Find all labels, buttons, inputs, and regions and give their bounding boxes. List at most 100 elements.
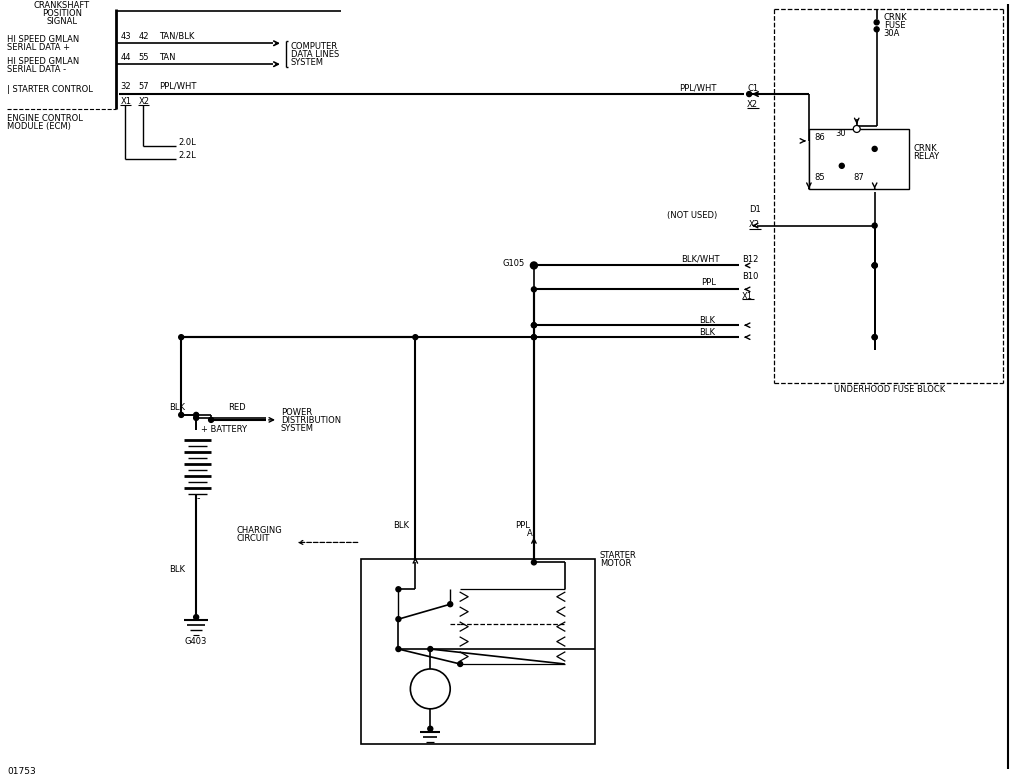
Text: PPL: PPL	[701, 278, 716, 287]
Text: MODULE (ECM): MODULE (ECM)	[7, 123, 70, 131]
Text: ENGINE CONTROL: ENGINE CONTROL	[7, 114, 83, 124]
Text: X1: X1	[120, 96, 131, 106]
Circle shape	[532, 322, 536, 328]
Text: M: M	[424, 682, 435, 695]
Text: BLK: BLK	[699, 315, 715, 325]
Text: 57: 57	[139, 82, 149, 91]
Text: 42: 42	[139, 32, 149, 40]
Circle shape	[872, 263, 877, 268]
Circle shape	[209, 417, 214, 423]
Text: RED: RED	[228, 403, 246, 413]
Text: C1: C1	[747, 84, 758, 92]
Circle shape	[532, 335, 536, 340]
Text: 30A: 30A	[883, 29, 900, 38]
Text: BLK: BLK	[169, 403, 185, 413]
Circle shape	[532, 322, 536, 328]
Text: 44: 44	[120, 53, 130, 61]
Text: STARTER: STARTER	[599, 551, 637, 560]
Text: 2.2L: 2.2L	[178, 152, 196, 160]
Text: PPL: PPL	[515, 521, 530, 530]
Circle shape	[532, 560, 536, 565]
Text: MOTOR: MOTOR	[599, 559, 631, 568]
Text: HI SPEED GMLAN: HI SPEED GMLAN	[7, 35, 79, 44]
Text: BLK: BLK	[699, 328, 715, 336]
Circle shape	[396, 587, 400, 592]
Bar	[361, 559, 595, 744]
Text: CIRCUIT: CIRCUIT	[237, 534, 270, 543]
Text: 30: 30	[835, 130, 846, 138]
Text: 2.0L: 2.0L	[178, 138, 196, 148]
Text: 55: 55	[139, 53, 149, 61]
Text: RELAY: RELAY	[913, 152, 940, 162]
Circle shape	[874, 20, 879, 25]
Text: BLK: BLK	[393, 521, 410, 530]
Text: CRNK: CRNK	[883, 13, 907, 22]
Text: G403: G403	[184, 636, 207, 646]
Circle shape	[194, 416, 199, 420]
Text: SYSTEM: SYSTEM	[281, 424, 314, 434]
Circle shape	[747, 92, 752, 96]
Text: G105: G105	[502, 259, 525, 268]
Circle shape	[872, 335, 877, 340]
Text: DISTRIBUTION: DISTRIBUTION	[281, 416, 341, 425]
Text: -: -	[197, 493, 200, 503]
Circle shape	[413, 335, 418, 340]
Circle shape	[872, 263, 877, 268]
Text: X2: X2	[139, 96, 150, 106]
Bar	[809, 129, 909, 189]
Circle shape	[178, 413, 183, 417]
Text: 01753: 01753	[8, 767, 37, 776]
Text: X2: X2	[747, 99, 758, 109]
Text: CRNK: CRNK	[913, 145, 937, 153]
Text: 86: 86	[814, 134, 824, 142]
Circle shape	[853, 125, 860, 132]
Text: | STARTER CONTROL: | STARTER CONTROL	[7, 85, 93, 93]
Text: CRANKSHAFT: CRANKSHAFT	[34, 1, 90, 10]
Text: POWER: POWER	[281, 409, 312, 417]
Circle shape	[194, 615, 199, 619]
Text: D1: D1	[749, 205, 761, 214]
Circle shape	[532, 335, 536, 340]
Text: TAN: TAN	[159, 53, 176, 61]
Text: BLK/WHT: BLK/WHT	[682, 255, 719, 264]
Text: PPL/WHT: PPL/WHT	[159, 82, 197, 91]
Text: HI SPEED GMLAN: HI SPEED GMLAN	[7, 57, 79, 66]
Circle shape	[531, 262, 537, 269]
Text: PPL/WHT: PPL/WHT	[680, 84, 716, 92]
Circle shape	[194, 413, 199, 417]
Text: 32: 32	[120, 82, 131, 91]
Circle shape	[532, 263, 536, 268]
Text: B10: B10	[742, 272, 758, 281]
Text: X2: X2	[749, 220, 760, 229]
Text: X1: X1	[742, 292, 753, 301]
Text: FUSE: FUSE	[883, 21, 905, 30]
Circle shape	[458, 661, 463, 667]
Text: 43: 43	[120, 32, 131, 40]
Text: SERIAL DATA -: SERIAL DATA -	[7, 64, 66, 74]
Text: SYSTEM: SYSTEM	[290, 57, 324, 67]
Text: (NOT USED): (NOT USED)	[667, 211, 717, 220]
Circle shape	[874, 27, 879, 32]
Circle shape	[428, 726, 433, 731]
Text: UNDERHOOD FUSE BLOCK: UNDERHOOD FUSE BLOCK	[834, 385, 945, 395]
Text: SERIAL DATA +: SERIAL DATA +	[7, 43, 70, 52]
Circle shape	[872, 223, 877, 228]
Text: CHARGING: CHARGING	[237, 526, 282, 535]
Text: DATA LINES: DATA LINES	[290, 50, 339, 59]
Circle shape	[178, 335, 183, 340]
Circle shape	[396, 646, 400, 652]
Text: BLK: BLK	[169, 565, 185, 574]
Circle shape	[396, 617, 400, 622]
Circle shape	[532, 287, 536, 292]
Circle shape	[872, 263, 877, 268]
Text: 87: 87	[854, 173, 864, 183]
Text: COMPUTER: COMPUTER	[290, 42, 338, 51]
Text: POSITION: POSITION	[42, 9, 82, 18]
Text: + BATTERY: + BATTERY	[201, 425, 248, 434]
Circle shape	[872, 146, 877, 152]
Circle shape	[872, 335, 877, 340]
Text: A: A	[527, 529, 533, 538]
Circle shape	[411, 669, 450, 709]
Text: 85: 85	[814, 173, 824, 183]
Circle shape	[428, 646, 433, 652]
